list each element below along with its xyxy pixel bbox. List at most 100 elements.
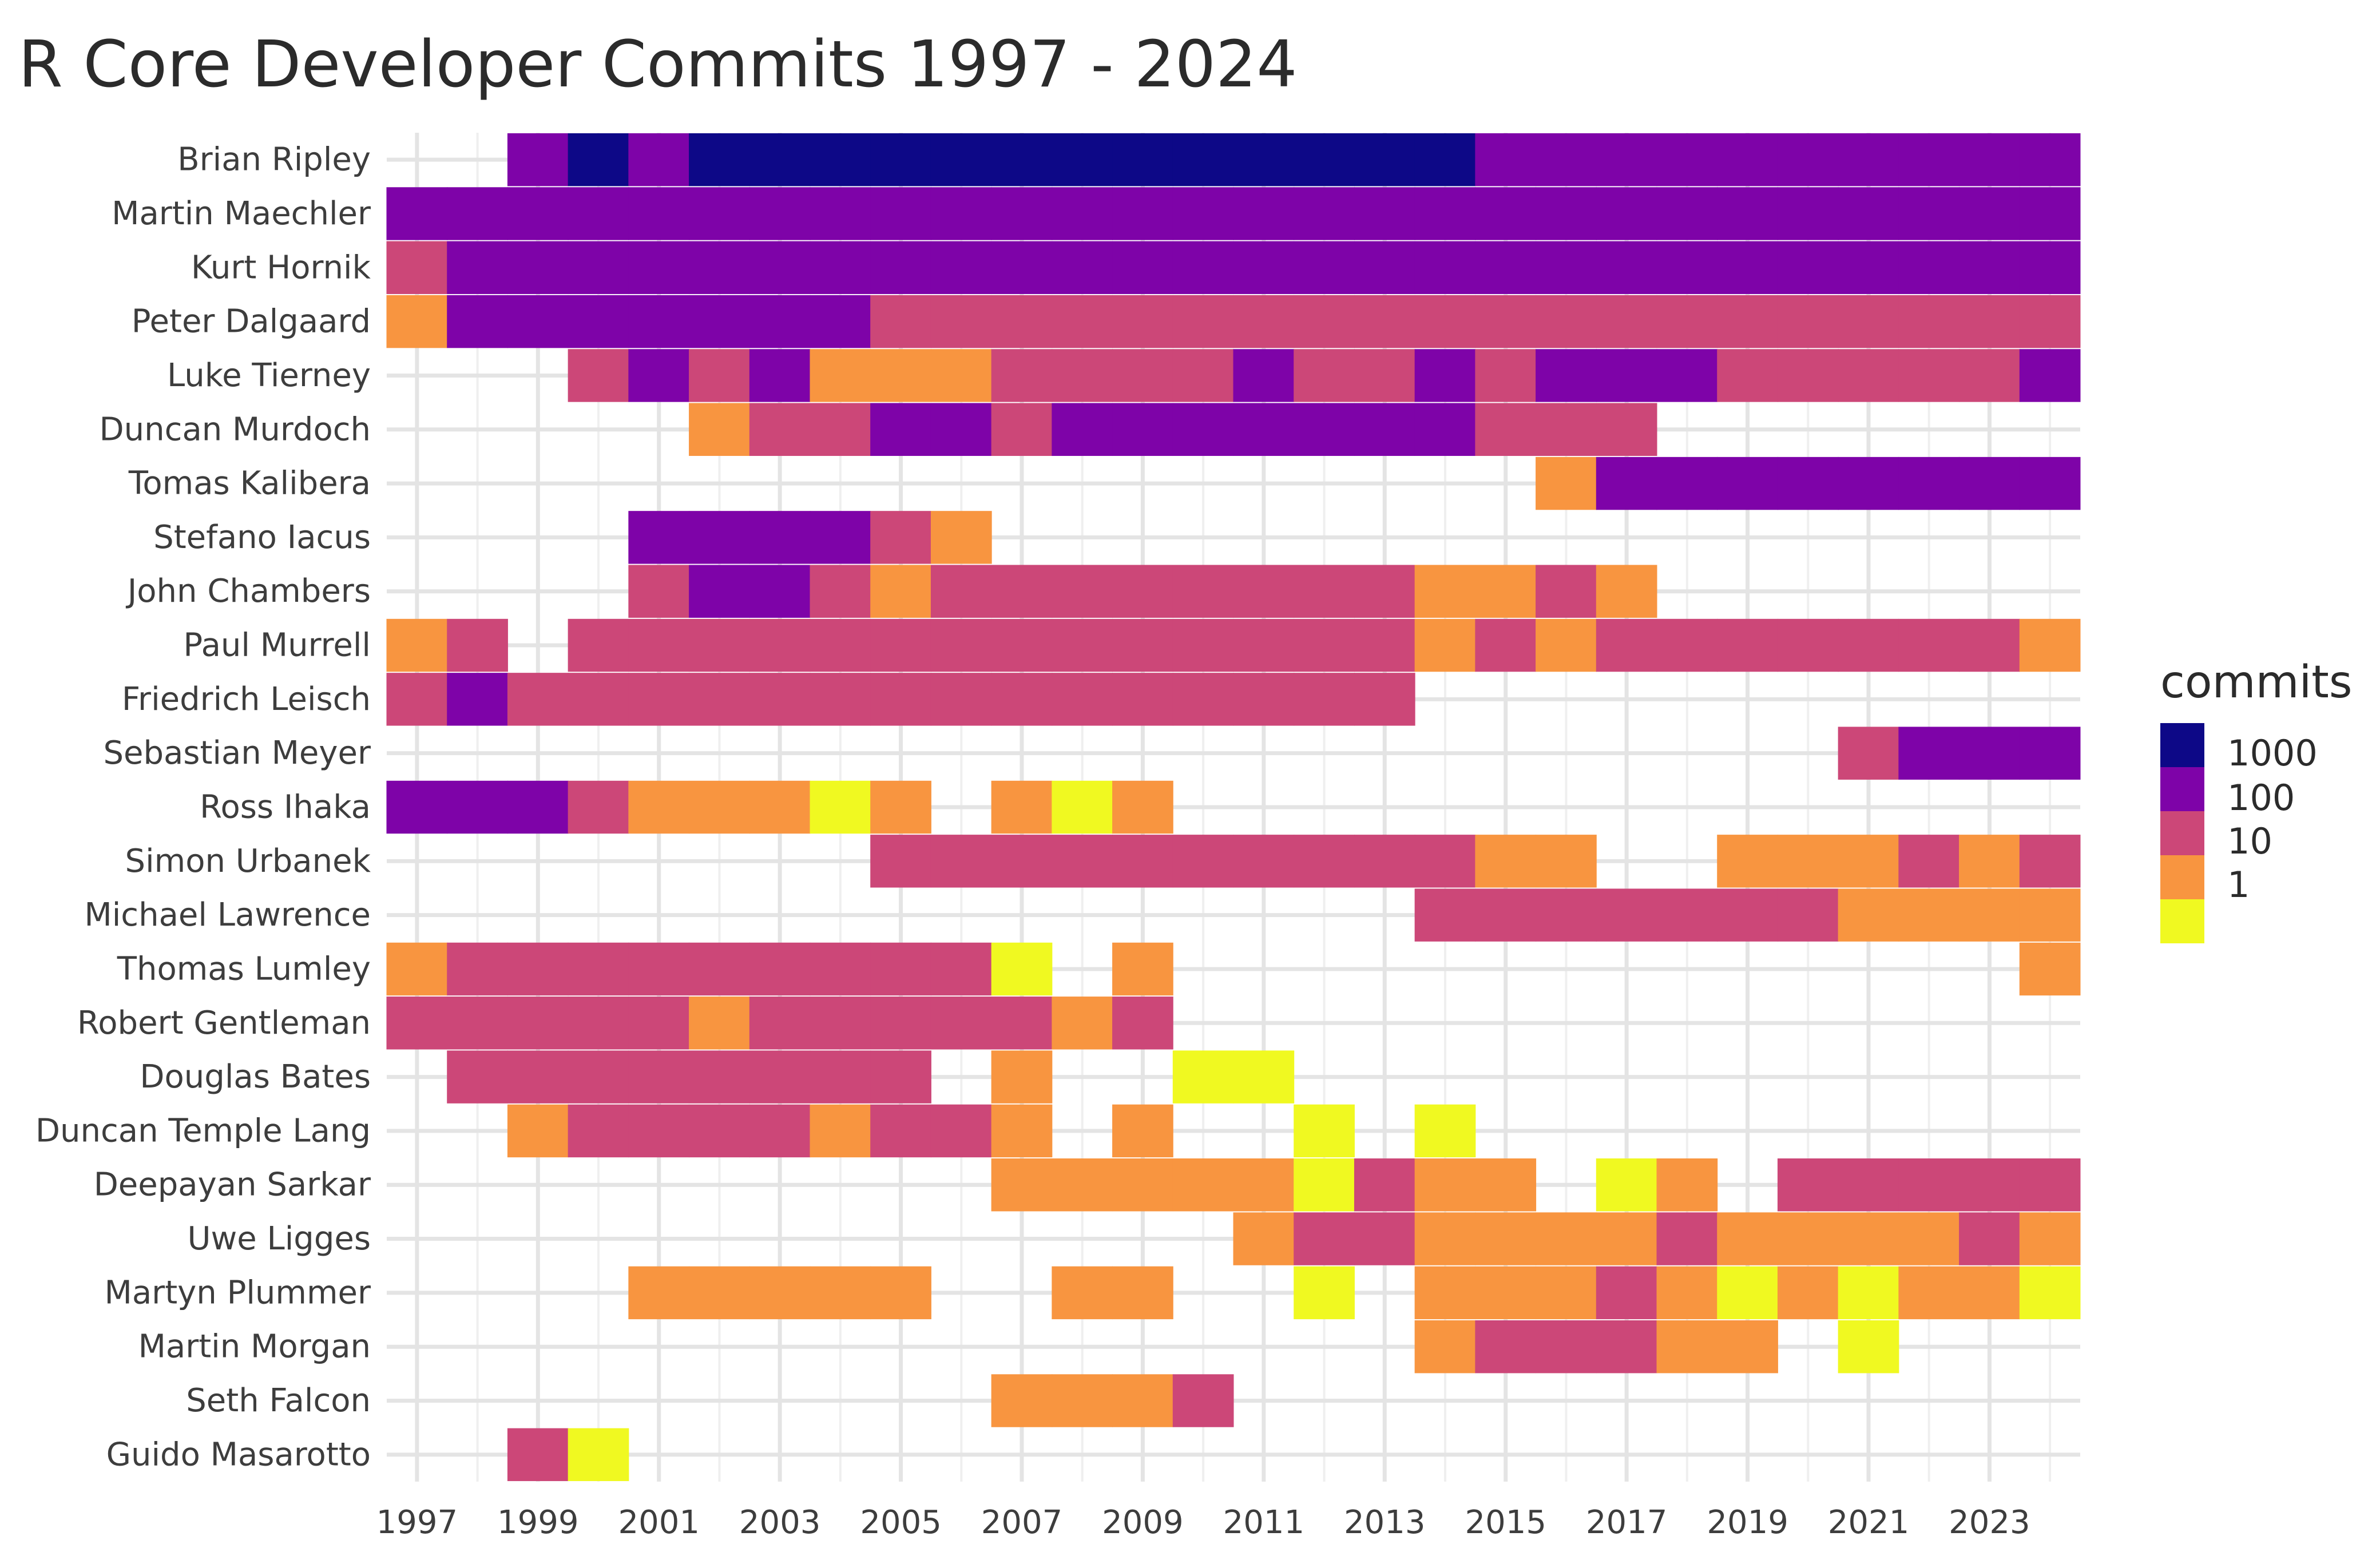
heatmap-tile xyxy=(930,835,992,888)
heatmap-tile xyxy=(1294,349,1355,402)
heatmap-tile xyxy=(1777,835,1839,888)
heatmap-tile xyxy=(1414,1104,1476,1158)
heatmap-tile xyxy=(2019,241,2081,295)
heatmap-tile xyxy=(1354,403,1415,456)
x-tick-label: 1997 xyxy=(376,1504,458,1541)
heatmap-tile xyxy=(507,295,569,348)
heatmap-tile xyxy=(507,1050,569,1104)
heatmap-tile xyxy=(1596,888,1657,942)
heatmap-tile xyxy=(628,241,690,295)
heatmap-tile xyxy=(930,133,992,186)
heatmap-tile xyxy=(1898,835,1960,888)
heatmap-tile xyxy=(1959,618,2020,672)
heatmap-tile xyxy=(1294,1104,1355,1158)
heatmap-tile xyxy=(1898,457,1960,510)
heatmap-tile xyxy=(1354,1158,1415,1212)
heatmap-tile xyxy=(689,295,750,348)
heatmap-tile xyxy=(1777,1266,1839,1320)
heatmap-tile xyxy=(1838,1266,1899,1320)
heatmap-tile xyxy=(1838,457,1899,510)
heatmap-tile xyxy=(1838,618,1899,672)
heatmap-tile xyxy=(568,1104,629,1158)
heatmap-tile xyxy=(1475,295,1537,348)
legend-label: 1000 xyxy=(2227,732,2318,774)
heatmap-tile xyxy=(1656,187,1718,240)
heatmap-tile xyxy=(1475,403,1537,456)
heatmap-tile xyxy=(1172,1158,1234,1212)
heatmap-tile xyxy=(991,1050,1053,1104)
heatmap-tile xyxy=(1112,1158,1173,1212)
heatmap-tile xyxy=(1959,1158,2020,1212)
heatmap-tile xyxy=(930,942,992,996)
heatmap-tile xyxy=(386,241,448,295)
heatmap-tile xyxy=(1838,133,1899,186)
heatmap-tile xyxy=(991,942,1053,996)
heatmap-tile xyxy=(1233,565,1295,618)
heatmap-tile xyxy=(1112,187,1173,240)
heatmap-tile xyxy=(991,1104,1053,1158)
heatmap-tile xyxy=(810,1050,871,1104)
heatmap-tile xyxy=(1172,1050,1234,1104)
heatmap-tile xyxy=(1898,187,1960,240)
heatmap-tile xyxy=(2019,888,2081,942)
heatmap-tile xyxy=(749,187,811,240)
legend-swatch xyxy=(2160,767,2204,811)
heatmap-tile xyxy=(810,187,871,240)
heatmap-tile xyxy=(1898,133,1960,186)
x-tick-label: 2015 xyxy=(1465,1504,1546,1541)
heatmap-tile xyxy=(1112,1266,1173,1320)
heatmap-tile xyxy=(991,673,1053,726)
heatmap-tile xyxy=(1777,618,1839,672)
heatmap-tile xyxy=(991,780,1053,834)
y-tick-label: John Chambers xyxy=(126,573,371,610)
heatmap-tile xyxy=(1838,835,1899,888)
heatmap-tile xyxy=(1052,1158,1113,1212)
x-tick-label: 2009 xyxy=(1102,1504,1184,1541)
heatmap-tile xyxy=(447,618,508,672)
y-tick-label: Paul Murrell xyxy=(183,627,371,664)
heatmap-tile xyxy=(1052,1374,1113,1427)
heatmap-tile xyxy=(1112,997,1173,1050)
heatmap-tile xyxy=(1354,673,1415,726)
heatmap-tile xyxy=(507,997,569,1050)
heatmap-tile xyxy=(1838,295,1899,348)
heatmap-tile xyxy=(1536,618,1597,672)
x-tick-label: 2021 xyxy=(1828,1504,1910,1541)
heatmap-tile xyxy=(1656,241,1718,295)
heatmap-tile xyxy=(1414,403,1476,456)
heatmap-tile xyxy=(1172,618,1234,672)
heatmap-tile xyxy=(1536,1212,1597,1265)
heatmap-tile xyxy=(1294,673,1355,726)
legend-title: commits xyxy=(2160,657,2353,708)
heatmap-tile xyxy=(1233,403,1295,456)
heatmap-tile xyxy=(1112,942,1173,996)
heatmap-tile xyxy=(1052,295,1113,348)
heatmap-tile xyxy=(1414,133,1476,186)
x-tick-label: 2013 xyxy=(1344,1504,1426,1541)
heatmap-tile xyxy=(1959,241,2020,295)
heatmap-tile xyxy=(1596,133,1657,186)
heatmap-tile xyxy=(1233,618,1295,672)
y-tick-label: Friedrich Leisch xyxy=(122,681,371,718)
heatmap-tile xyxy=(810,1104,871,1158)
x-tick-label: 2019 xyxy=(1707,1504,1788,1541)
heatmap-tile xyxy=(1838,1212,1899,1265)
heatmap-tile xyxy=(810,403,871,456)
heatmap-tile xyxy=(507,942,569,996)
heatmap-tile xyxy=(1233,673,1295,726)
heatmap-tile xyxy=(386,997,448,1050)
heatmap-tile xyxy=(1838,1158,1899,1212)
heatmap-tile xyxy=(1898,1266,1960,1320)
heatmap-tile xyxy=(1414,835,1476,888)
heatmap-tile xyxy=(1536,349,1597,402)
heatmap-tile xyxy=(1717,187,1778,240)
heatmap-tile xyxy=(810,618,871,672)
heatmap-tile xyxy=(1536,1320,1597,1374)
y-tick-label: Martyn Plummer xyxy=(105,1274,371,1311)
heatmap-tile xyxy=(870,295,931,348)
heatmap-tile xyxy=(870,1050,931,1104)
heatmap-tile xyxy=(870,780,931,834)
heatmap-tile xyxy=(1052,780,1113,834)
heatmap-tile xyxy=(1959,133,2020,186)
